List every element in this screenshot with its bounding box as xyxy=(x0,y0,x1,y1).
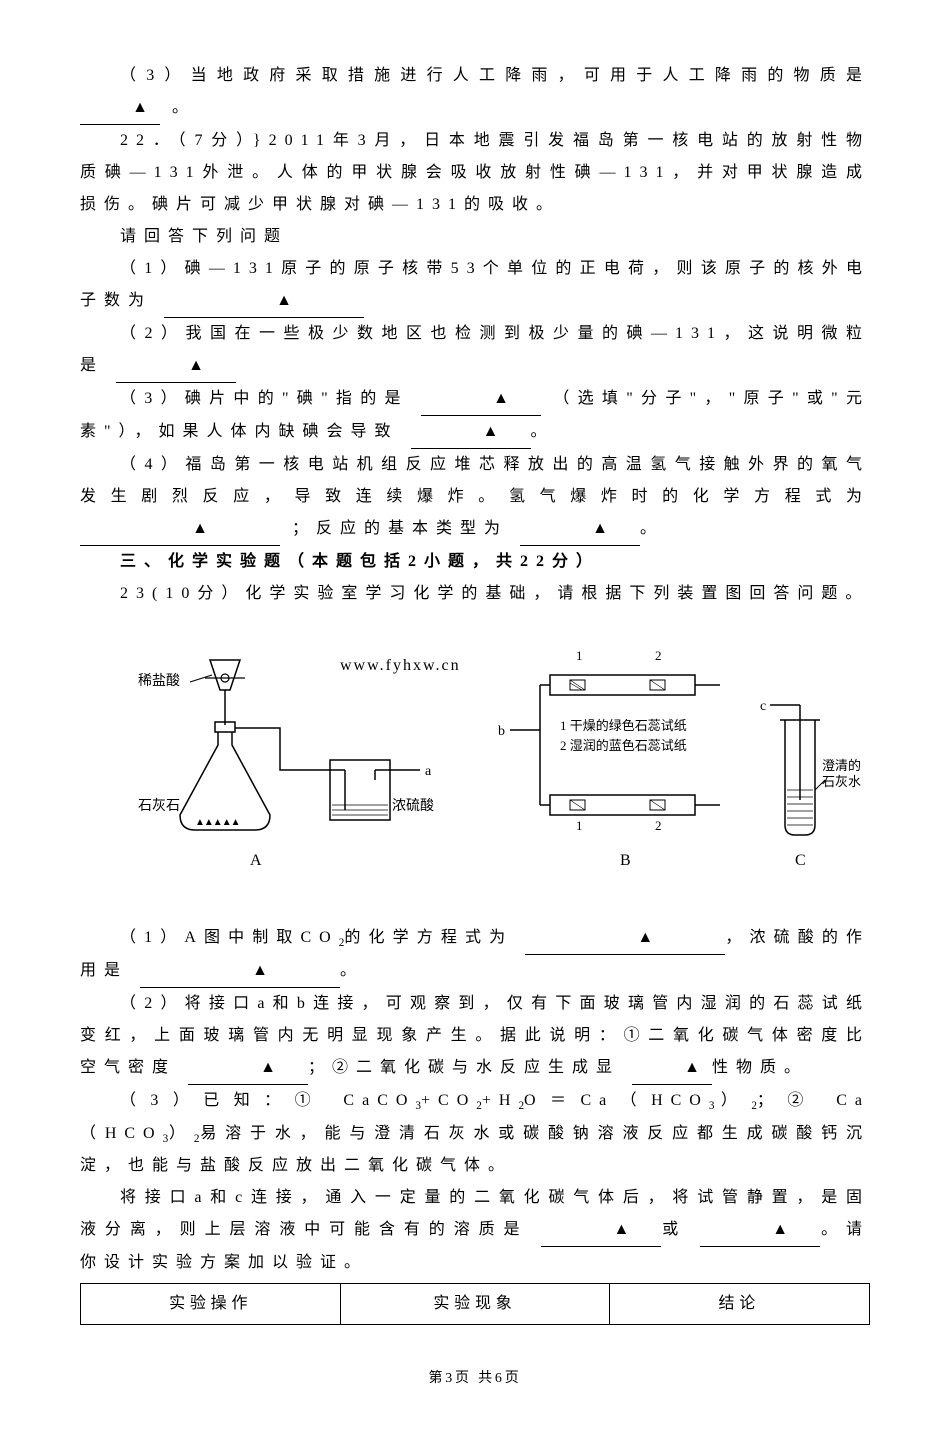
blank-type: ▲ xyxy=(520,513,640,546)
apparatus-a: 稀盐酸 ▲▲▲▲▲ 石灰石 a 浓硫酸 A xyxy=(138,660,434,869)
blank-deficiency: ▲ xyxy=(411,416,531,449)
svg-text:b: b xyxy=(498,724,505,739)
apparatus-diagram: www.fyhxw.cn 稀盐酸 ▲▲▲▲▲ 石灰石 xyxy=(80,630,870,902)
blank-co2-eq: ▲ xyxy=(525,922,725,955)
q23-2: （2）将接口a和b连接，可观察到，仅有下面玻璃管内湿润的石蕊试纸变红，上面玻璃管… xyxy=(80,988,870,1085)
svg-text:澄清的: 澄清的 xyxy=(822,758,861,773)
q22-1: （1）碘—131原子的原子核带53个单位的正电荷，则该原子的核外电子数为 ▲ xyxy=(80,253,870,318)
apparatus-b: b 1 2 1 2 xyxy=(498,648,720,869)
page-footer: 第3页 共6页 xyxy=(80,1365,870,1393)
q23-1: （1）A图中制取CO2的化学方程式为 ▲，浓硫酸的作用是 ▲。 xyxy=(80,922,870,988)
apparatus-c: c 澄清的 石灰水 C xyxy=(760,699,861,869)
blank-solute1: ▲ xyxy=(541,1214,661,1247)
svg-text:1 干燥的绿色石蕊试纸: 1 干燥的绿色石蕊试纸 xyxy=(560,718,687,733)
section-3-title: 三、化学实验题（本题包括2小题，共22分） xyxy=(80,546,870,578)
q22-4: （4）福岛第一核电站机组反应堆芯释放出的高温氢气接触外界的氧气发生剧烈反应，导致… xyxy=(80,449,870,546)
blank-rain: ▲ xyxy=(80,92,160,125)
svg-text:石灰石: 石灰石 xyxy=(138,798,180,814)
blank-h2so4: ▲ xyxy=(140,955,340,988)
q23-3: （3）已知：① CaCO3+CO2+H2O＝Ca（HCO3）2；② Ca（HCO… xyxy=(80,1085,870,1182)
q22-prompt: 请回答下列问题 xyxy=(80,221,870,253)
blank-solute2: ▲ xyxy=(700,1214,820,1247)
svg-text:2 湿润的蓝色石蕊试纸: 2 湿润的蓝色石蕊试纸 xyxy=(560,738,687,753)
svg-text:1: 1 xyxy=(576,648,583,663)
url-label: www.fyhxw.cn xyxy=(340,657,461,674)
svg-text:石灰水: 石灰水 xyxy=(822,774,861,789)
svg-text:C: C xyxy=(795,852,806,869)
svg-text:2: 2 xyxy=(655,648,662,663)
blank-iodine: ▲ xyxy=(421,383,541,416)
svg-text:A: A xyxy=(250,852,262,869)
q21-3-text: （3）当地政府采取措施进行人工降雨，可用于人工降雨的物质是 xyxy=(120,67,870,84)
svg-text:稀盐酸: 稀盐酸 xyxy=(138,673,180,689)
q22-intro: 22．（7分）}2011年3月，日本地震引发福岛第一核电站的放射性物质碘—131… xyxy=(80,125,870,221)
svg-text:B: B xyxy=(620,852,631,869)
blank-acid: ▲ xyxy=(632,1052,712,1085)
svg-text:▲▲▲▲▲: ▲▲▲▲▲ xyxy=(195,817,240,828)
q23-intro: 23(10分）化学实验室学习化学的基础，请根据下列装置图回答问题。 xyxy=(80,578,870,610)
svg-text:c: c xyxy=(760,699,766,714)
svg-text:2: 2 xyxy=(655,818,662,833)
period: 。 xyxy=(172,99,196,116)
blank-particle: ▲ xyxy=(116,350,236,383)
q23-3b: 将接口a和c连接，通入一定量的二氧化碳气体后，将试管静置，是固液分离，则上层溶液… xyxy=(80,1182,870,1279)
col-phenomenon: 实验现象 xyxy=(341,1284,609,1325)
diagram-svg: www.fyhxw.cn 稀盐酸 ▲▲▲▲▲ 石灰石 xyxy=(80,630,870,890)
svg-text:浓硫酸: 浓硫酸 xyxy=(392,798,434,814)
blank-density: ▲ xyxy=(188,1052,308,1085)
col-conclusion: 结论 xyxy=(609,1284,869,1325)
col-operation: 实验操作 xyxy=(81,1284,341,1325)
svg-text:1: 1 xyxy=(576,818,583,833)
q21-3: （3）当地政府采取措施进行人工降雨，可用于人工降雨的物质是 ▲ 。 xyxy=(80,60,870,125)
answer-table: 实验操作 实验现象 结论 xyxy=(80,1283,870,1325)
blank-equation: ▲ xyxy=(80,513,280,546)
blank-electron: ▲ xyxy=(164,285,364,318)
q22-2: （2）我国在一些极少数地区也检测到极少量的碘—131，这说明微粒是 ▲ xyxy=(80,318,870,383)
q22-3: （3）碘片中的"碘"指的是 ▲ （选填"分子"，"原子"或"元素"），如果人体内… xyxy=(80,383,870,449)
svg-text:a: a xyxy=(425,764,432,779)
